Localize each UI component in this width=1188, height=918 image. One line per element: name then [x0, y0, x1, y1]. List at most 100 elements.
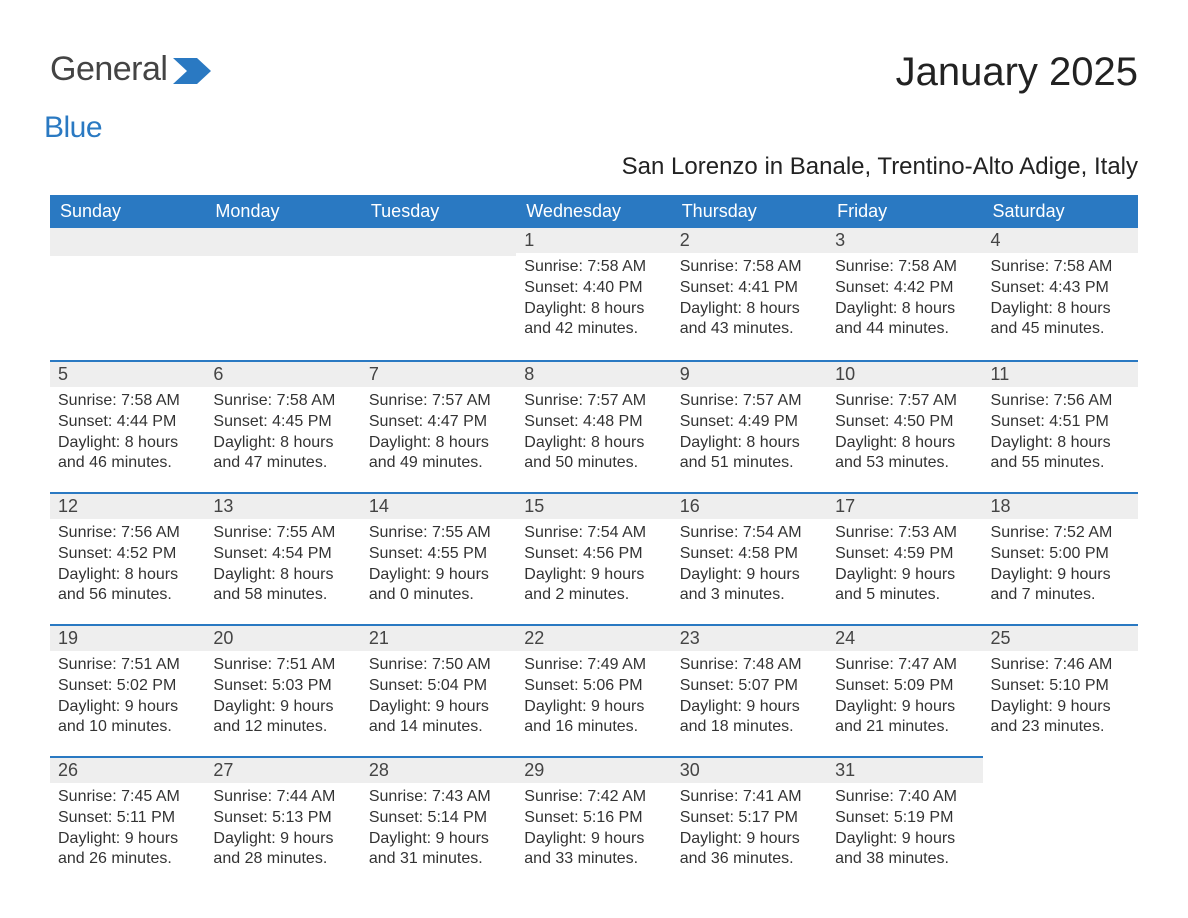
sunrise-text: Sunrise: 7:57 AM: [835, 391, 974, 412]
sunrise-text: Sunrise: 7:56 AM: [991, 391, 1130, 412]
calendar-day-cell: 31Sunrise: 7:40 AMSunset: 5:19 PMDayligh…: [827, 756, 982, 888]
sunset-text: Sunset: 5:07 PM: [680, 676, 819, 697]
sunrise-text: Sunrise: 7:51 AM: [58, 655, 197, 676]
col-header: Sunday: [50, 195, 205, 228]
day-number: 11: [983, 360, 1138, 387]
day-content: Sunrise: 7:41 AMSunset: 5:17 PMDaylight:…: [672, 783, 827, 874]
sunrise-text: Sunrise: 7:53 AM: [835, 523, 974, 544]
sunset-text: Sunset: 4:59 PM: [835, 544, 974, 565]
calendar-day-cell: 4Sunrise: 7:58 AMSunset: 4:43 PMDaylight…: [983, 228, 1138, 360]
day-content: Sunrise: 7:47 AMSunset: 5:09 PMDaylight:…: [827, 651, 982, 742]
daylight-text-line1: Daylight: 9 hours: [524, 829, 663, 850]
calendar-day-cell: [205, 228, 360, 360]
col-header: Wednesday: [516, 195, 671, 228]
daylight-text-line1: Daylight: 9 hours: [991, 697, 1130, 718]
logo-text-blue: Blue: [44, 111, 167, 145]
daylight-text-line1: Daylight: 8 hours: [835, 299, 974, 320]
sunrise-text: Sunrise: 7:49 AM: [524, 655, 663, 676]
sunset-text: Sunset: 5:14 PM: [369, 808, 508, 829]
col-header: Friday: [827, 195, 982, 228]
daylight-text-line2: and 2 minutes.: [524, 585, 663, 606]
daylight-text-line1: Daylight: 8 hours: [524, 433, 663, 454]
daylight-text-line2: and 0 minutes.: [369, 585, 508, 606]
daylight-text-line2: and 50 minutes.: [524, 453, 663, 474]
sunset-text: Sunset: 5:02 PM: [58, 676, 197, 697]
sunset-text: Sunset: 4:45 PM: [213, 412, 352, 433]
day-number: 16: [672, 492, 827, 519]
sunrise-text: Sunrise: 7:42 AM: [524, 787, 663, 808]
daylight-text-line1: Daylight: 9 hours: [680, 829, 819, 850]
daylight-text-line2: and 21 minutes.: [835, 717, 974, 738]
daylight-text-line2: and 55 minutes.: [991, 453, 1130, 474]
sunrise-text: Sunrise: 7:58 AM: [680, 257, 819, 278]
logo-flag-icon: [173, 58, 211, 89]
daylight-text-line1: Daylight: 9 hours: [524, 697, 663, 718]
sunrise-text: Sunrise: 7:47 AM: [835, 655, 974, 676]
day-content: Sunrise: 7:56 AMSunset: 4:52 PMDaylight:…: [50, 519, 205, 610]
calendar-body: 1Sunrise: 7:58 AMSunset: 4:40 PMDaylight…: [50, 228, 1138, 888]
calendar-header-row: Sunday Monday Tuesday Wednesday Thursday…: [50, 195, 1138, 228]
sunset-text: Sunset: 4:50 PM: [835, 412, 974, 433]
day-number: 23: [672, 624, 827, 651]
day-number: 24: [827, 624, 982, 651]
day-number: 5: [50, 360, 205, 387]
calendar-day-cell: 23Sunrise: 7:48 AMSunset: 5:07 PMDayligh…: [672, 624, 827, 756]
calendar-day-cell: 22Sunrise: 7:49 AMSunset: 5:06 PMDayligh…: [516, 624, 671, 756]
daylight-text-line1: Daylight: 8 hours: [58, 565, 197, 586]
daylight-text-line1: Daylight: 8 hours: [835, 433, 974, 454]
day-number: 28: [361, 756, 516, 783]
calendar-day-cell: 13Sunrise: 7:55 AMSunset: 4:54 PMDayligh…: [205, 492, 360, 624]
day-number: 4: [983, 228, 1138, 253]
day-number: 19: [50, 624, 205, 651]
sunrise-text: Sunrise: 7:50 AM: [369, 655, 508, 676]
col-header: Thursday: [672, 195, 827, 228]
daylight-text-line1: Daylight: 9 hours: [369, 697, 508, 718]
day-content: Sunrise: 7:57 AMSunset: 4:49 PMDaylight:…: [672, 387, 827, 478]
daylight-text-line2: and 33 minutes.: [524, 849, 663, 870]
daylight-text-line2: and 38 minutes.: [835, 849, 974, 870]
daylight-text-line1: Daylight: 8 hours: [213, 433, 352, 454]
day-number: 14: [361, 492, 516, 519]
sunrise-text: Sunrise: 7:46 AM: [991, 655, 1130, 676]
calendar-day-cell: 16Sunrise: 7:54 AMSunset: 4:58 PMDayligh…: [672, 492, 827, 624]
daylight-text-line2: and 53 minutes.: [835, 453, 974, 474]
empty-day-bar: [361, 228, 516, 256]
day-number: 25: [983, 624, 1138, 651]
sunrise-text: Sunrise: 7:45 AM: [58, 787, 197, 808]
daylight-text-line2: and 42 minutes.: [524, 319, 663, 340]
logo: General Blue: [50, 50, 211, 145]
day-content: Sunrise: 7:57 AMSunset: 4:48 PMDaylight:…: [516, 387, 671, 478]
sunset-text: Sunset: 5:19 PM: [835, 808, 974, 829]
day-number: 3: [827, 228, 982, 253]
sunrise-text: Sunrise: 7:52 AM: [991, 523, 1130, 544]
calendar-day-cell: 21Sunrise: 7:50 AMSunset: 5:04 PMDayligh…: [361, 624, 516, 756]
day-content: Sunrise: 7:58 AMSunset: 4:40 PMDaylight:…: [516, 253, 671, 344]
calendar-day-cell: 2Sunrise: 7:58 AMSunset: 4:41 PMDaylight…: [672, 228, 827, 360]
daylight-text-line2: and 28 minutes.: [213, 849, 352, 870]
day-number: 29: [516, 756, 671, 783]
sunrise-text: Sunrise: 7:51 AM: [213, 655, 352, 676]
day-content: Sunrise: 7:55 AMSunset: 4:54 PMDaylight:…: [205, 519, 360, 610]
sunset-text: Sunset: 4:48 PM: [524, 412, 663, 433]
calendar-day-cell: 3Sunrise: 7:58 AMSunset: 4:42 PMDaylight…: [827, 228, 982, 360]
col-header: Saturday: [983, 195, 1138, 228]
day-number: 2: [672, 228, 827, 253]
day-content: Sunrise: 7:52 AMSunset: 5:00 PMDaylight:…: [983, 519, 1138, 610]
calendar-day-cell: 29Sunrise: 7:42 AMSunset: 5:16 PMDayligh…: [516, 756, 671, 888]
calendar-day-cell: 14Sunrise: 7:55 AMSunset: 4:55 PMDayligh…: [361, 492, 516, 624]
page-subtitle: San Lorenzo in Banale, Trentino-Alto Adi…: [50, 153, 1138, 181]
day-content: Sunrise: 7:44 AMSunset: 5:13 PMDaylight:…: [205, 783, 360, 874]
calendar-day-cell: [50, 228, 205, 360]
sunset-text: Sunset: 4:58 PM: [680, 544, 819, 565]
sunrise-text: Sunrise: 7:55 AM: [213, 523, 352, 544]
day-content: Sunrise: 7:40 AMSunset: 5:19 PMDaylight:…: [827, 783, 982, 874]
daylight-text-line2: and 43 minutes.: [680, 319, 819, 340]
day-content: Sunrise: 7:58 AMSunset: 4:42 PMDaylight:…: [827, 253, 982, 344]
daylight-text-line2: and 56 minutes.: [58, 585, 197, 606]
sunset-text: Sunset: 4:44 PM: [58, 412, 197, 433]
sunset-text: Sunset: 4:51 PM: [991, 412, 1130, 433]
daylight-text-line2: and 18 minutes.: [680, 717, 819, 738]
daylight-text-line2: and 14 minutes.: [369, 717, 508, 738]
day-content: Sunrise: 7:55 AMSunset: 4:55 PMDaylight:…: [361, 519, 516, 610]
calendar-week-row: 12Sunrise: 7:56 AMSunset: 4:52 PMDayligh…: [50, 492, 1138, 624]
